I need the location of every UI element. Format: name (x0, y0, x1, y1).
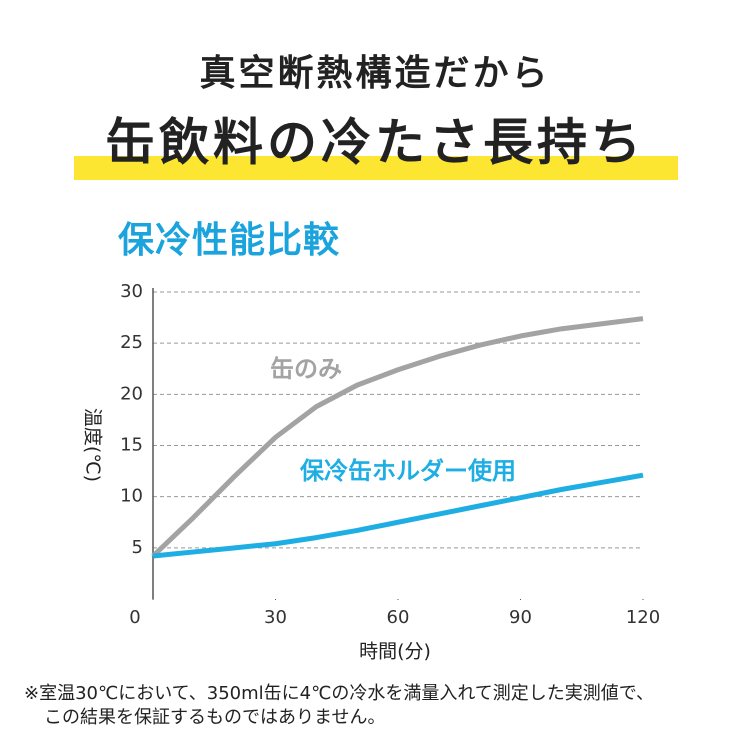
series-line (152, 472, 644, 559)
y-axis-label: 温度(℃) (82, 408, 104, 482)
x-tick-label: 0 (129, 607, 140, 628)
legend-label: 保冷缶ホルダー使用 (299, 457, 516, 485)
x-tick-label: 30 (264, 607, 287, 628)
legend-label: 缶のみ (270, 355, 342, 383)
note: ※室温30℃において、350ml缶に4℃の冷水を満量入れて測定した実測値で、 (24, 683, 654, 704)
x-axis-label: 時間(分) (359, 641, 431, 663)
y-tick-label: 5 (132, 537, 143, 558)
chart-title: 保冷性能比較 (118, 220, 340, 261)
y-tick-label: 15 (120, 435, 143, 456)
series-line (151, 316, 644, 558)
highlight (74, 156, 678, 180)
headline: 真空断熱構造だから (199, 53, 550, 94)
note: この結果を保証するものではありません。 (44, 707, 385, 728)
x-tick-label: 60 (387, 607, 410, 628)
x-tick-label: 90 (509, 607, 532, 628)
y-tick-label: 10 (120, 486, 143, 507)
y-tick-label: 30 (120, 281, 143, 302)
y-tick-label: 25 (120, 332, 143, 353)
subheadline: 缶飲料の冷たさ長持ち (105, 114, 645, 172)
y-tick-label: 20 (120, 383, 143, 404)
x-tick-label: 120 (626, 607, 660, 628)
